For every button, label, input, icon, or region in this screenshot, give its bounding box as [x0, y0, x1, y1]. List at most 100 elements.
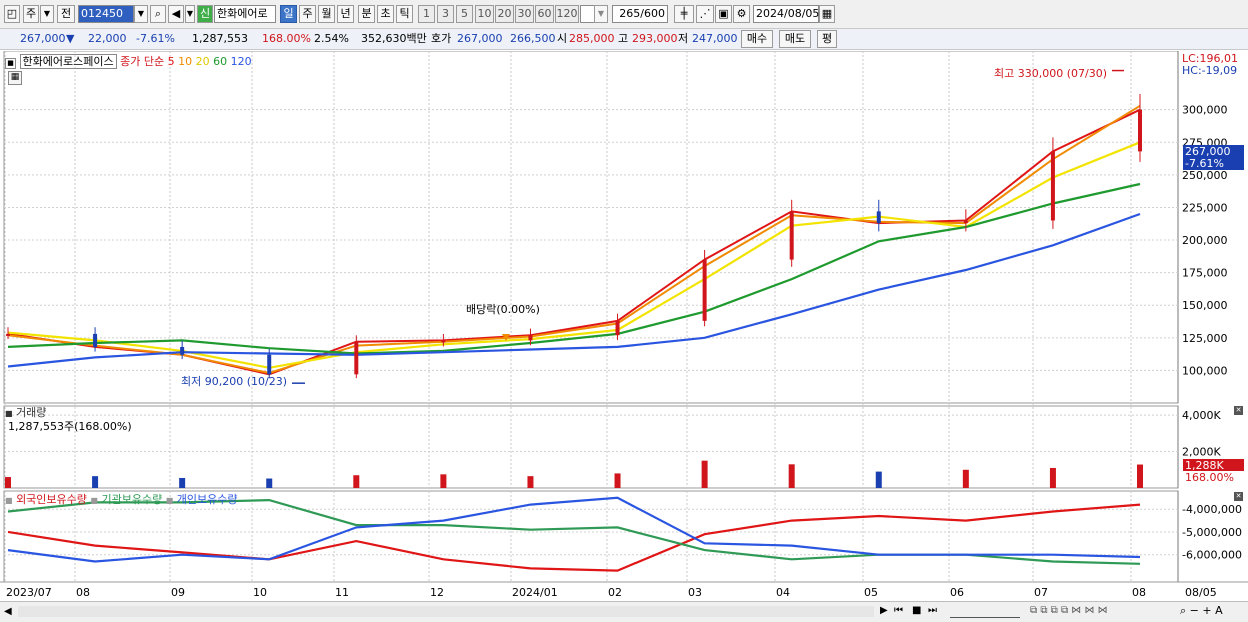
x-tick-label: 06	[950, 586, 964, 599]
tab-year[interactable]: 년	[337, 5, 354, 23]
x-tick-label: 2024/01	[512, 586, 558, 599]
ma20-line	[7, 141, 1141, 369]
x-tick-label: 05	[864, 586, 878, 599]
date-input[interactable]: 2024/08/05	[753, 5, 819, 23]
gear-icon[interactable]: ⚙	[733, 5, 750, 23]
turnover-value: 2.54%	[314, 32, 349, 45]
sell-button[interactable]: 매도	[779, 30, 811, 48]
buy-button[interactable]: 매수	[741, 30, 773, 48]
holdings-close-icon[interactable]: ✕	[1234, 492, 1243, 501]
n-dropdown-icon[interactable]: ▼	[594, 5, 608, 23]
tab-second[interactable]: 초	[377, 5, 394, 23]
volume-pct-tag: 168.00%	[1183, 471, 1244, 484]
legend-retail[interactable]: 개인보유수량	[176, 493, 238, 506]
window-icon[interactable]: ◰	[4, 5, 20, 23]
candle-body	[180, 346, 185, 355]
n-button-20[interactable]: 20	[495, 5, 514, 23]
mode-dropdown-icon[interactable]: ▼	[40, 5, 54, 23]
n-button-30[interactable]: 30	[515, 5, 534, 23]
zoom-slider[interactable]	[950, 605, 1020, 618]
count-input[interactable]: 265/600	[612, 5, 668, 23]
candle-body	[702, 259, 707, 321]
low-annotation: 최저 90,200 (10/23)	[181, 375, 288, 388]
chart-grid	[0, 51, 1248, 583]
x-tick-label: 11	[335, 586, 349, 599]
candle-body	[615, 320, 620, 336]
pyeong-button[interactable]: 평	[817, 30, 837, 48]
legend-ma120[interactable]: 120	[230, 55, 252, 68]
chart-scrollbar[interactable]: ◀ ▶ ⏮ ■ ⏭ ⧉ ⧉ ⧉ ⧉ ⋈ ⋈ ⋈ ⌕ − + A	[0, 601, 1248, 622]
volume-bar	[701, 460, 708, 488]
candle-body	[1138, 109, 1142, 152]
mode-button[interactable]: 주	[23, 5, 39, 23]
line-chart-icon[interactable]: ⋰	[696, 5, 714, 23]
legend-foreign[interactable]: 외국인보유수량	[16, 493, 87, 506]
n-button-10[interactable]: 10	[475, 5, 494, 23]
n-button-120[interactable]: 120	[555, 5, 579, 23]
speaker-icon[interactable]: ◀	[168, 5, 184, 23]
zoom-icons[interactable]: ⌕ − + A	[1180, 604, 1223, 617]
rewind-icon[interactable]: ⏮	[894, 605, 903, 616]
tab-minute[interactable]: 분	[358, 5, 375, 23]
legend-ma20[interactable]: 20	[195, 55, 210, 68]
scroll-left-icon[interactable]: ◀	[4, 606, 12, 617]
scroll-right-icon[interactable]: ▶	[880, 605, 888, 616]
toolbar: ◰ 주 ▼ 전 012450 ▼ ⌕ ◀ ▼ 신 한화에어로 일 주 월 년 분…	[0, 0, 1248, 29]
panel-border	[3, 405, 1179, 489]
stock-chart[interactable]: 100,000 125,000 150,000 175,000 200,000 225,0…	[0, 51, 1248, 601]
legend-ma60[interactable]: 60	[213, 55, 228, 68]
volume-bar	[92, 476, 99, 488]
code-dropdown-icon[interactable]: ▼	[134, 5, 148, 23]
prev-button[interactable]: 전	[57, 5, 75, 23]
legend-ma5[interactable]: 5	[167, 55, 175, 68]
scroll-track[interactable]	[18, 606, 874, 617]
table-icon[interactable]: ▦	[8, 71, 22, 85]
x-tick-label: 10	[253, 586, 267, 599]
tab-day[interactable]: 일	[280, 5, 297, 23]
search-icon[interactable]: ⌕	[150, 5, 166, 23]
stock-code-input[interactable]: 012450	[78, 5, 134, 23]
stock-name-field[interactable]: 한화에어로	[214, 5, 276, 23]
price-tick-label: 125,000	[1182, 332, 1228, 345]
low-label: 저	[678, 32, 689, 45]
holdings-line-0	[7, 503, 1141, 572]
tab-tick[interactable]: 틱	[396, 5, 413, 23]
change-pct: -7.61%	[136, 32, 175, 45]
ma120-line	[7, 212, 1141, 368]
open-value: 285,000	[569, 32, 615, 45]
play-icon[interactable]: ■	[912, 605, 922, 616]
fast-forward-icon[interactable]: ⏭	[928, 605, 937, 616]
calendar-icon[interactable]: ▦	[819, 5, 835, 23]
n-button-60[interactable]: 60	[535, 5, 554, 23]
ma10-line	[7, 104, 1141, 375]
save-icon[interactable]: ▣	[715, 5, 732, 23]
legend-stock-name[interactable]: 한화에어로스페이스	[19, 54, 117, 69]
x-tick-label: 03	[688, 586, 702, 599]
candle-body	[441, 340, 446, 343]
n-button-3[interactable]: 3	[437, 5, 454, 23]
hoga-label: 호가	[431, 32, 452, 45]
candle-body	[267, 354, 272, 375]
candle-body	[789, 211, 794, 260]
volume-value-label: 1,287,553주(168.00%)	[8, 420, 132, 433]
view-icons[interactable]: ⧉ ⧉ ⧉ ⧉ ⋈ ⋈ ⋈	[1030, 605, 1108, 616]
speaker-dropdown-icon[interactable]: ▼	[185, 5, 195, 23]
quote-bar: 267,000 ▼ 22,000 -7.61% 1,287,553 168.00…	[0, 29, 1248, 50]
holdings-legend: ■ 외국인보유수량 ■ 기관보유수량 ■ 개인보유수량	[5, 493, 238, 506]
n-button-1[interactable]: 1	[418, 5, 435, 23]
change-value: 22,000	[88, 32, 127, 45]
high-annotation: 최고 330,000 (07/30)	[994, 67, 1108, 80]
candle-icon[interactable]: ╪	[674, 5, 694, 23]
x-tick-label: 2023/07	[6, 586, 52, 599]
legend-institution[interactable]: 기관보유수량	[101, 493, 163, 506]
volume-bar	[179, 477, 186, 488]
legend-ma10[interactable]: 10	[178, 55, 193, 68]
volume-current-tag: 1,288K	[1183, 459, 1244, 472]
tab-month[interactable]: 월	[318, 5, 335, 23]
volume-close-icon[interactable]: ✕	[1234, 406, 1243, 415]
candle-body	[6, 333, 10, 336]
n-button-5[interactable]: 5	[456, 5, 473, 23]
tab-week[interactable]: 주	[299, 5, 316, 23]
y-axes: 100,000 125,000 150,000 175,000 200,000 225,0…	[1182, 104, 1242, 562]
x-tick-label: 08	[1132, 586, 1146, 599]
